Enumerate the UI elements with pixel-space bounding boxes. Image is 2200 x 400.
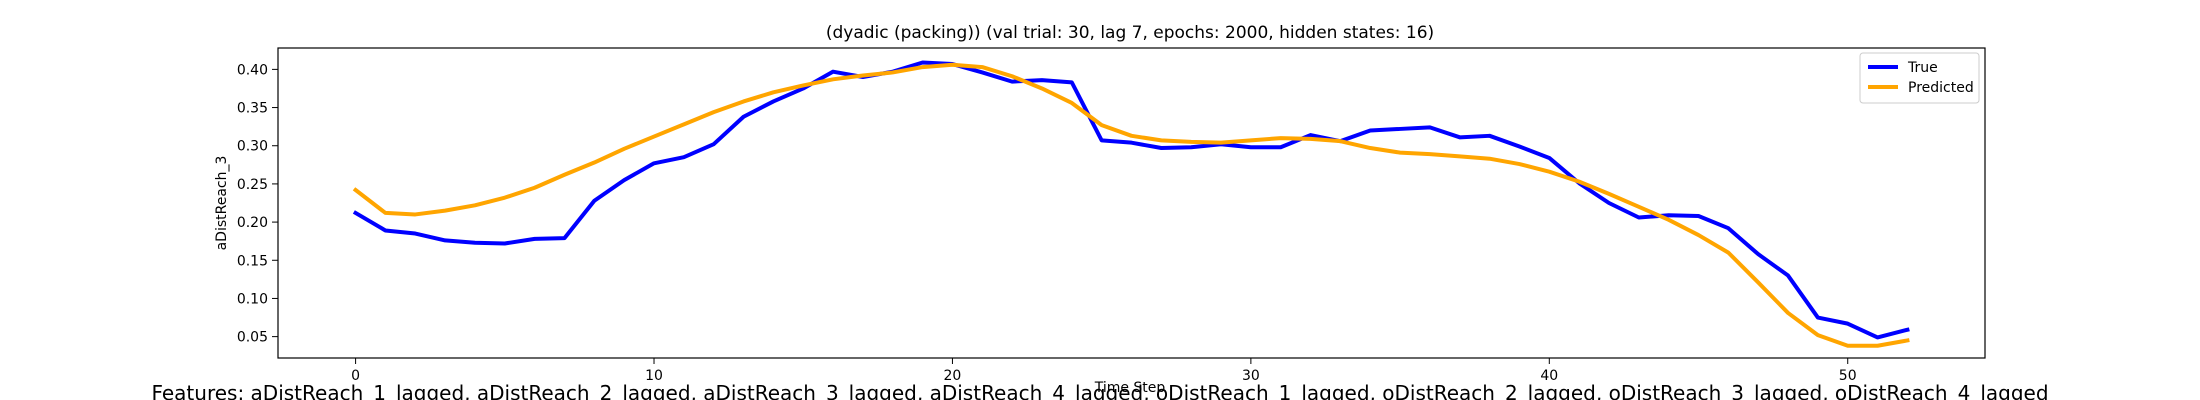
plot-frame bbox=[277, 47, 1986, 359]
x-tick-label: 20 bbox=[944, 368, 962, 384]
x-tick-label: 30 bbox=[1242, 368, 1260, 384]
x-tick-label: 40 bbox=[1540, 368, 1558, 384]
series-line-predicted bbox=[352, 62, 1910, 348]
y-axis: 0.05 0.10 0.15 0.20 0.25 0.30 0.35 0.40 bbox=[237, 62, 278, 346]
x-axis: 0 10 20 30 40 50 bbox=[351, 358, 1857, 384]
y-axis-label: aDistReach_3 bbox=[214, 156, 230, 251]
legend: True Predicted bbox=[1859, 52, 1980, 104]
legend-label-predicted: Predicted bbox=[1908, 80, 1974, 96]
y-tick-label: 0.25 bbox=[237, 177, 268, 193]
x-tick-label: 10 bbox=[645, 368, 663, 384]
y-tick-label: 0.15 bbox=[237, 253, 268, 269]
y-tick-label: 0.40 bbox=[237, 62, 268, 78]
y-tick-label: 0.35 bbox=[237, 101, 268, 117]
x-tick-label: 50 bbox=[1839, 368, 1857, 384]
x-tick-label: 0 bbox=[351, 368, 360, 384]
y-tick-label: 0.20 bbox=[237, 215, 268, 231]
plot-area bbox=[352, 60, 1910, 348]
y-tick-label: 0.05 bbox=[237, 330, 268, 346]
y-tick-label: 0.30 bbox=[237, 139, 268, 155]
y-tick-label: 0.10 bbox=[237, 291, 268, 307]
legend-label-true: True bbox=[1907, 60, 1938, 76]
series-line-true bbox=[352, 60, 1910, 340]
chart-title: (dyadic (packing)) (val trial: 30, lag 7… bbox=[826, 23, 1434, 43]
features-annotation: Features: aDistReach_1_lagged, aDistReac… bbox=[151, 381, 2048, 400]
x-axis-label: Time Step bbox=[1094, 380, 1166, 396]
